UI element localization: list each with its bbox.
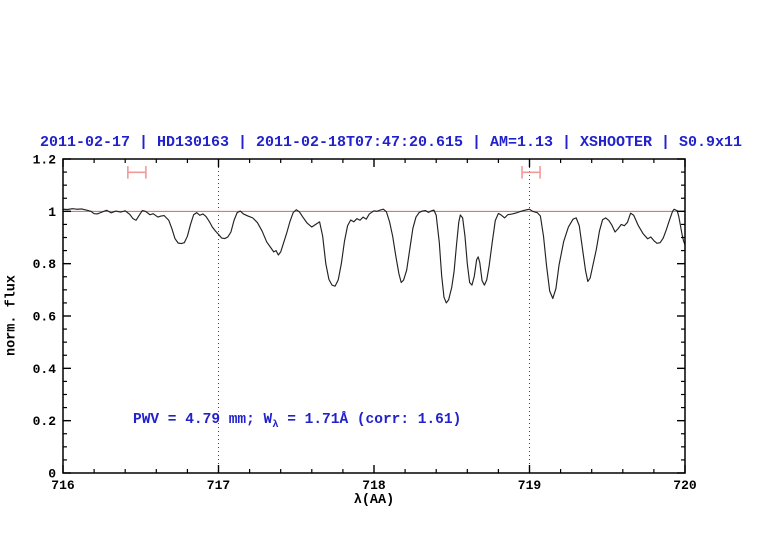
y-tick-label: 0.2 (33, 414, 57, 429)
x-tick-label: 717 (207, 478, 230, 493)
y-tick-label: 0 (48, 467, 56, 482)
plot-title: 2011-02-17 | HD130163 | 2011-02-18T07:47… (39, 134, 743, 151)
x-axis-label: λ(AA) (353, 493, 395, 508)
y-axis-label: norm. flux (4, 275, 20, 357)
spectrum-path (62, 208, 686, 304)
y-tick-label: 0.4 (33, 362, 57, 377)
x-tick-label: 716 (51, 478, 75, 493)
pwv-annotation-prefix: PWV = 4.79 mm; W (133, 412, 273, 428)
y-tick-label: 1 (48, 205, 56, 220)
y-tick-label: 0.8 (33, 257, 57, 272)
x-tick-label: 720 (673, 478, 697, 493)
pwv-annotation-suffix: = 1.71Å (corr: 1.61) (278, 412, 462, 428)
y-tick-label: 1.2 (33, 153, 57, 168)
x-tick-label: 719 (518, 478, 542, 493)
y-tick-label: 0.6 (33, 310, 57, 325)
pwv-annotation-sub: λ (272, 418, 279, 431)
x-tick-label: 718 (362, 478, 386, 493)
pwv-annotation: PWV = 4.79 mm; Wλ = 1.71Å (corr: 1.61) (133, 412, 461, 431)
